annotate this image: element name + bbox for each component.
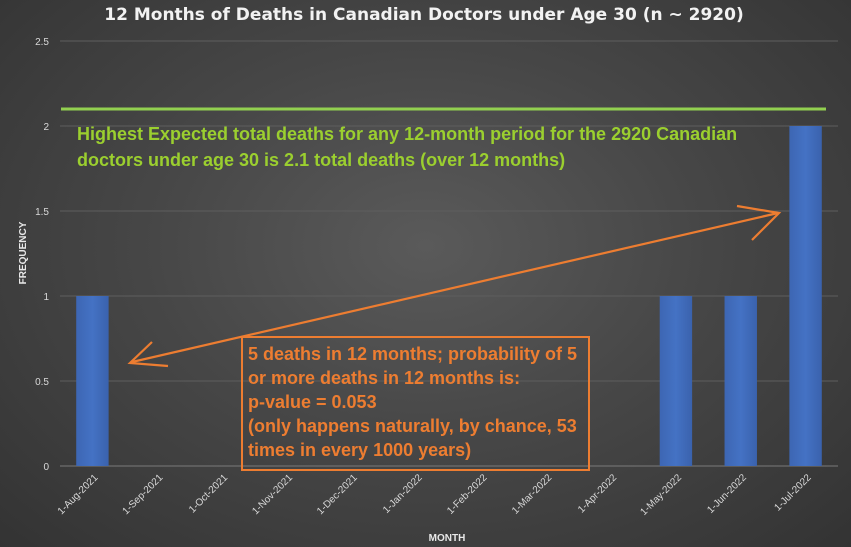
x-tick-label: 1-Sep-2021 — [121, 472, 166, 517]
x-axis-ticks: 1-Aug-2021 1-Sep-2021 1-Oct-2021 1-Nov-2021… — [56, 472, 814, 518]
bar-1-Jun-2022 — [724, 296, 757, 466]
threshold-annotation-line-1: Highest Expected total deaths for any 12… — [77, 124, 737, 144]
threshold-annotation: Highest Expected total deaths for any 12… — [77, 124, 737, 170]
y-tick-label: 2.5 — [35, 37, 49, 48]
bar-1-Jul-2022 — [789, 126, 822, 466]
threshold-annotation-line-2: doctors under age 30 is 2.1 total deaths… — [77, 150, 565, 170]
annotation-box-line-5: times in every 1000 years) — [248, 440, 471, 460]
y-tick-label: 0 — [43, 462, 49, 473]
y-tick-label: 2 — [43, 122, 49, 133]
annotation-box-line-1: 5 deaths in 12 months; probability of 5 — [248, 344, 577, 364]
x-tick-label: 1-Apr-2022 — [576, 472, 619, 515]
x-axis-label: MONTH — [429, 533, 466, 544]
bar-1-May-2022 — [659, 296, 693, 466]
arrow-shaft — [131, 211, 779, 364]
annotation-box-line-3: p-value = 0.053 — [248, 392, 377, 412]
y-tick-label: 1 — [43, 292, 49, 303]
x-tick-label: 1-May-2022 — [639, 472, 685, 518]
y-tick-label: 0.5 — [35, 377, 49, 388]
y-axis-label: FREQUENCY — [18, 221, 29, 284]
arrow-head-right — [736, 204, 782, 241]
double-arrow — [127, 204, 782, 368]
p-value-annotation-box: 5 deaths in 12 months; probability of 5 … — [241, 336, 590, 471]
x-tick-label: 1-Mar-2022 — [510, 472, 555, 517]
x-tick-label: 1-Jun-2022 — [705, 472, 749, 516]
bars — [76, 126, 822, 466]
arrow-head-left — [127, 341, 169, 368]
y-tick-label: 1.5 — [35, 207, 49, 218]
y-axis-ticks: 0 0.5 1 1.5 2 2.5 — [35, 37, 49, 473]
x-tick-label: 1-Oct-2021 — [187, 472, 230, 515]
x-tick-label: 1-Nov-2021 — [250, 472, 295, 517]
annotation-box-border — [241, 336, 590, 471]
x-tick-label: 1-Jul-2022 — [773, 472, 814, 513]
chart-title: 12 Months of Deaths in Canadian Doctors … — [104, 5, 743, 25]
gridlines — [60, 40, 838, 467]
annotation-box-line-2: or more deaths in 12 months is: — [248, 368, 520, 388]
x-tick-label: 1-Dec-2021 — [315, 472, 360, 517]
x-tick-label: 1-Aug-2021 — [56, 472, 101, 517]
bar-1-Aug-2021 — [76, 296, 109, 466]
x-tick-label: 1-Jan-2022 — [381, 472, 425, 516]
annotation-box-line-4: (only happens naturally, by chance, 53 — [248, 416, 577, 436]
x-tick-label: 1-Feb-2022 — [445, 472, 490, 517]
